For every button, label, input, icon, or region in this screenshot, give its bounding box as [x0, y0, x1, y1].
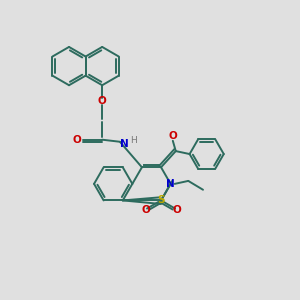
Text: N: N [166, 179, 175, 189]
Text: O: O [168, 131, 177, 141]
Text: O: O [141, 205, 150, 215]
Text: O: O [98, 96, 106, 106]
Text: N: N [120, 139, 129, 149]
Text: O: O [73, 135, 82, 145]
Text: H: H [130, 136, 137, 145]
Text: S: S [157, 195, 165, 206]
Text: O: O [172, 205, 181, 215]
